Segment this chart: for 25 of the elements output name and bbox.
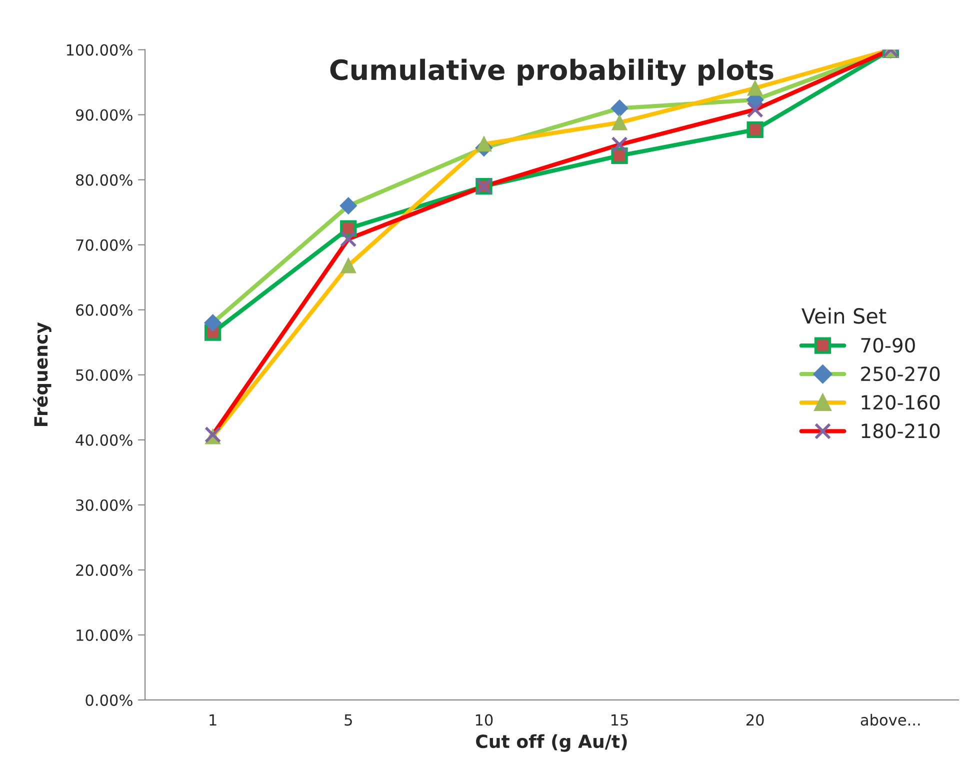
- y-tick-label: 20.00%: [76, 564, 132, 576]
- x-tick-label: 10: [476, 714, 493, 726]
- y-tick-label: 40.00%: [76, 434, 132, 446]
- y-tick-label: 100.00%: [66, 44, 132, 56]
- y-tick-label: 70.00%: [76, 239, 132, 251]
- y-tick-label: 60.00%: [76, 304, 132, 316]
- y-tick-label: 80.00%: [76, 174, 132, 186]
- legend-label: 70-90: [861, 338, 915, 353]
- x-tick-label: 5: [344, 714, 352, 726]
- y-tick-label: 0.00%: [86, 694, 132, 706]
- y-tick-label: 30.00%: [76, 499, 132, 511]
- x-tick-label: above...: [860, 714, 920, 726]
- y-axis-title: Fréquency: [33, 322, 52, 426]
- x-tick-label: 1: [210, 714, 216, 726]
- legend-label: 250-270: [861, 366, 940, 382]
- legend-label: 180-210: [862, 424, 940, 438]
- legend-title: Vein Set: [802, 308, 886, 324]
- legend-label: 120-160: [862, 394, 940, 410]
- chart-title: Cumulative probability plots: [330, 58, 774, 86]
- y-tick-label: 50.00%: [76, 369, 132, 381]
- x-tick-label: 20: [746, 714, 764, 726]
- y-tick-label: 90.00%: [76, 109, 132, 121]
- x-tick-label: 15: [611, 714, 628, 726]
- x-axis-title: Cut off (g Au/t): [476, 734, 627, 752]
- y-tick-label: 10.00%: [76, 629, 132, 641]
